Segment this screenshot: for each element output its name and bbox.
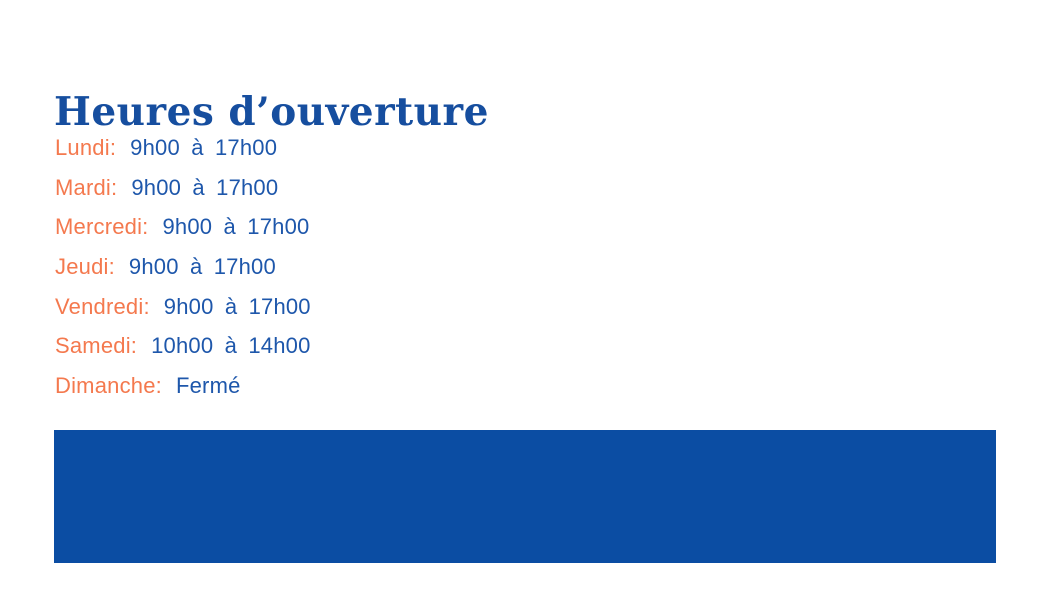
day-label: Lundi: [55,134,117,160]
schedule-list: Lundi: 9h00 à 17h00 Mardi: 9h00 à 17h00 … [55,128,311,406]
hours-value: 9h00 à 17h00 [162,214,310,240]
schedule-row-thursday: Jeudi: 9h00 à 17h00 [55,247,311,287]
hours-value: 9h00 à 17h00 [131,174,279,200]
hours-value: Fermé [175,372,241,398]
hours-value: 9h00 à 17h00 [130,134,278,160]
schedule-row-wednesday: Mercredi: 9h00 à 17h00 [55,207,311,247]
schedule-row-sunday: Dimanche: Fermé [55,366,311,406]
schedule-row-monday: Lundi: 9h00 à 17h00 [55,128,311,168]
schedule-row-friday: Vendredi: 9h00 à 17h00 [55,287,311,327]
day-label: Samedi: [55,333,138,359]
schedule-row-saturday: Samedi: 10h00 à 14h00 [55,326,311,366]
schedule-row-tuesday: Mardi: 9h00 à 17h00 [55,168,311,208]
day-label: Jeudi: [55,253,115,279]
hours-value: 10h00 à 14h00 [151,333,311,359]
page-title: Heures d’ouverture [54,89,489,136]
day-label: Mardi: [55,174,118,200]
hours-value: 9h00 à 17h00 [128,253,276,279]
day-label: Vendredi: [55,293,150,319]
blue-banner [54,430,996,563]
day-label: Mercredi: [55,214,149,240]
day-label: Dimanche: [55,372,162,398]
hours-value: 9h00 à 17h00 [163,293,311,319]
